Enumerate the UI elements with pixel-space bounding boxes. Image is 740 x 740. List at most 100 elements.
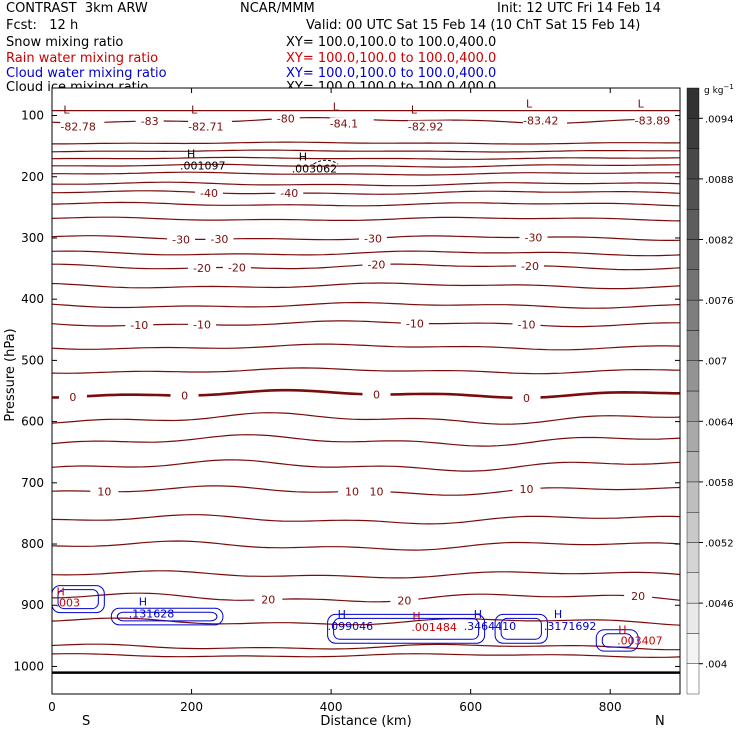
isotherm-label-bg	[271, 112, 300, 125]
isotherm-line	[51, 201, 681, 207]
isotherm-label-bg	[624, 590, 653, 603]
cloud-high-marker: H	[338, 608, 346, 621]
snow-high-marker: H	[187, 148, 195, 161]
isotherm-label: 20	[261, 594, 275, 607]
isotherm-line	[51, 149, 680, 153]
isotherm-label-bg	[512, 391, 541, 404]
colorbar-bin	[686, 481, 700, 513]
x-axis-label: Distance (km)	[320, 714, 411, 729]
colorbar: .004 .0046 .0052 .0058 .0064 .007 .0076 .0082 .0…	[686, 87, 734, 695]
plot-frame	[51, 87, 681, 695]
colorbar-tick-label: .0094	[705, 114, 734, 125]
y-tick-label: 700	[21, 476, 44, 490]
colorbar-bin	[686, 178, 700, 210]
isotherm-label: -30	[210, 233, 228, 246]
colorbar-bin	[686, 87, 700, 119]
isotherm-line	[51, 412, 681, 425]
y-tick-label: 1000	[13, 659, 44, 673]
y-tick-label: 400	[21, 292, 44, 306]
isotherm-line	[51, 181, 681, 187]
isotherm-label-bg	[222, 261, 251, 274]
isotherm-line	[51, 434, 681, 447]
rain-high-marker: H	[618, 623, 626, 636]
isotherm-label-bg	[188, 318, 217, 331]
isotherm-label: -20	[367, 258, 385, 271]
low-value: -82.92	[408, 121, 443, 134]
isotherm-line	[52, 141, 680, 145]
colorbar-bin	[686, 239, 700, 270]
x-tick-label: 400	[320, 700, 343, 714]
snow-high-marker: H	[299, 151, 307, 164]
isotherm-line	[51, 343, 681, 351]
isotherm-label-bg	[362, 258, 391, 271]
low-value: -84.1	[330, 118, 358, 131]
cloud-water-contour-inner	[500, 617, 542, 640]
isotherm-label: 20	[397, 595, 411, 608]
colorbar-tick-label: .0052	[705, 539, 734, 550]
isotherm-label: 0	[523, 392, 530, 405]
isotherm-label-bg	[515, 259, 544, 272]
cloud-high-value: .099046	[328, 620, 374, 633]
low-value: -83.42	[523, 115, 558, 128]
field-cloud-water-name: Cloud water mixing ratio	[6, 66, 167, 81]
isotherm-line	[51, 320, 680, 328]
snow-high-value: .003062	[292, 163, 338, 176]
isotherm-label: -10	[193, 319, 211, 332]
isotherm-label-bg	[188, 261, 217, 274]
isotherm-label-bg	[362, 388, 391, 401]
low-label-bg	[407, 120, 452, 133]
isotherm-label-bg	[90, 485, 119, 498]
colorbar-bin	[686, 360, 700, 392]
isotherm-line	[51, 216, 681, 222]
y-axis-label: Pressure (hPa)	[3, 328, 18, 421]
colorbar-bin	[686, 208, 700, 240]
isotherm-label: 10	[97, 486, 111, 499]
colorbar-bin	[686, 542, 700, 573]
isotherm-line	[51, 570, 681, 579]
x-tick-label: 800	[599, 700, 622, 714]
low-marker: L	[63, 104, 70, 117]
isotherm-label: -10	[406, 317, 424, 330]
low-label-bg	[634, 114, 679, 127]
y-tick-label: 800	[21, 537, 44, 551]
cloud-water-contour-inner	[333, 617, 480, 640]
init-time: Init: 12 UTC Fri 14 Feb 14	[497, 1, 661, 16]
isotherm-label-bg	[358, 232, 387, 245]
colorbar-bin	[686, 512, 700, 543]
colorbar-bin	[686, 572, 700, 604]
colorbar-tick-label: .0046	[705, 599, 734, 610]
colorbar-tick-label: .0088	[705, 175, 734, 186]
isotherm-label: 10	[519, 483, 533, 496]
colorbar-tick-label: .0058	[705, 478, 734, 489]
isotherm-line	[51, 282, 681, 290]
cloud-water-contour	[595, 629, 639, 652]
isotherm-label-bg	[275, 187, 304, 200]
isotherm-label: 0	[373, 388, 380, 401]
low-label-bg	[60, 120, 105, 133]
isotherm-label: 10	[345, 485, 359, 498]
low-value: -82.71	[188, 121, 223, 134]
low-marker: L	[411, 104, 418, 117]
colorbar-bin	[686, 330, 700, 361]
cloud-water-contour-inner	[601, 633, 633, 648]
colorbar-bin	[686, 148, 700, 180]
field-rain-name: Rain water mixing ratio	[6, 51, 159, 66]
y-tick-label: 900	[21, 598, 44, 612]
colorbar-tick-label: .004	[705, 660, 727, 671]
isotherm-line	[51, 459, 681, 472]
isotherm-line	[51, 250, 681, 257]
isotherm-line	[51, 643, 680, 651]
cloud-water-contour	[327, 613, 486, 644]
contour-labels: -83 -80 -40 -40 -30 -30 -30 -30 -20 -20 -20 -20 -10 -…	[55, 98, 679, 647]
isotherm-label-bg	[390, 594, 419, 607]
colorbar-bin	[686, 633, 700, 664]
isotherm-label-bg	[135, 115, 164, 128]
source-label: NCAR/MMM	[240, 1, 315, 16]
low-marker: L	[526, 98, 533, 111]
isotherm-label-bg	[125, 319, 154, 332]
low-value: -83.89	[635, 115, 670, 128]
isotherm-line	[51, 592, 681, 603]
x-tick-label: 200	[180, 700, 203, 714]
cloud-water-contour-inner	[116, 611, 218, 622]
cloud-water-contour-inner	[57, 589, 99, 610]
